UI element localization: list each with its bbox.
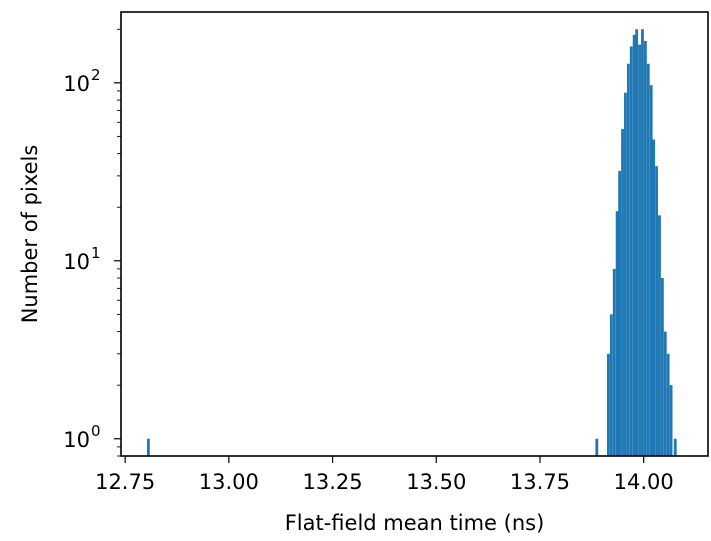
histogram-bar [632,34,636,457]
y-tick-exponent: 2 [91,66,101,84]
histogram-bar [612,268,616,456]
x-axis-label: Flat-field mean time (ns) [285,511,545,535]
y-tick-label: 10 [63,428,90,452]
histogram-bar [641,29,644,456]
histogram-bar [609,314,613,456]
y-tick-label: 10 [63,72,90,96]
histogram-bar [660,278,664,456]
histogram-bar [607,353,610,456]
histogram-bar [615,211,619,456]
histogram-bar [626,63,630,457]
histogram-bar [663,331,667,456]
histogram-bar [621,129,624,456]
x-tick-label: 14.00 [614,470,674,494]
bars-layer [146,29,677,457]
histogram-bar [618,170,622,456]
histogram-bar [629,46,633,457]
x-tick-label: 12.75 [95,470,155,494]
histogram-bar [643,40,647,457]
y-tick-exponent: 1 [91,244,101,262]
x-tick-label: 13.25 [303,470,363,494]
y-axis-label: Number of pixels [18,145,42,324]
histogram-bar [658,215,661,456]
plot-frame [120,11,709,457]
histogram-bar [666,353,670,456]
histogram-bar [638,44,641,457]
histogram-bar [673,438,677,456]
histogram-bar [595,438,599,456]
x-tick-label: 13.50 [406,470,466,494]
histogram-bar [652,139,656,457]
y-tick-exponent: 0 [91,422,101,440]
y-tick-label: 10 [63,250,90,274]
histogram-bar [624,92,627,456]
histogram-bar [646,63,650,457]
histogram-bar [649,85,653,457]
x-tick-label: 13.00 [199,470,259,494]
histogram-bar [146,438,150,456]
histogram-bar [635,29,639,456]
x-tick-label: 13.75 [510,470,570,494]
x-ticks: 12.75 13.00 13.25 13.50 13.75 14.00 [95,456,674,494]
histogram-bar [669,385,673,456]
histogram-bar [655,166,658,456]
